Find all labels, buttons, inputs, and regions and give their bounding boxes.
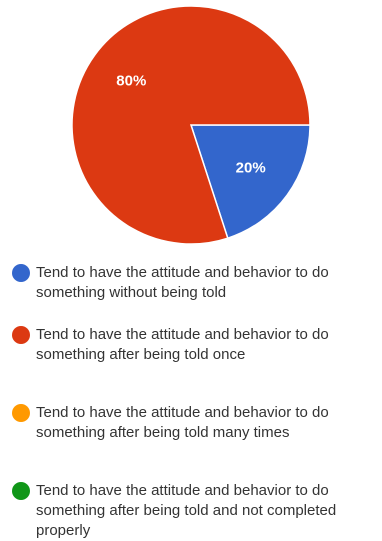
legend-item: Tend to have the attitude and behavior t…	[12, 325, 378, 365]
legend-label: Tend to have the attitude and behavior t…	[36, 482, 337, 539]
legend-label: Tend to have the attitude and behavior t…	[36, 404, 329, 441]
legend-swatch	[12, 264, 30, 282]
legend-label: Tend to have the attitude and behavior t…	[36, 264, 329, 301]
legend-item: Tend to have the attitude and behavior t…	[12, 403, 378, 443]
slice-label: 80%	[116, 73, 146, 90]
legend-label: Tend to have the attitude and behavior t…	[36, 326, 329, 363]
legend-swatch	[12, 482, 30, 500]
legend-swatch	[12, 404, 30, 422]
slice-label: 20%	[236, 159, 266, 176]
pie-slice	[189, 124, 311, 240]
pie-slice	[71, 5, 311, 245]
pie-chart-svg: 20% 80%	[71, 5, 311, 245]
legend-item: Tend to have the attitude and behavior t…	[12, 481, 378, 541]
legend-swatch	[12, 326, 30, 344]
legend-item: Tend to have the attitude and behavior t…	[12, 263, 378, 303]
chart-legend: Tend to have the attitude and behavior t…	[12, 263, 378, 541]
pie-chart: 20% 80%	[0, 0, 382, 250]
